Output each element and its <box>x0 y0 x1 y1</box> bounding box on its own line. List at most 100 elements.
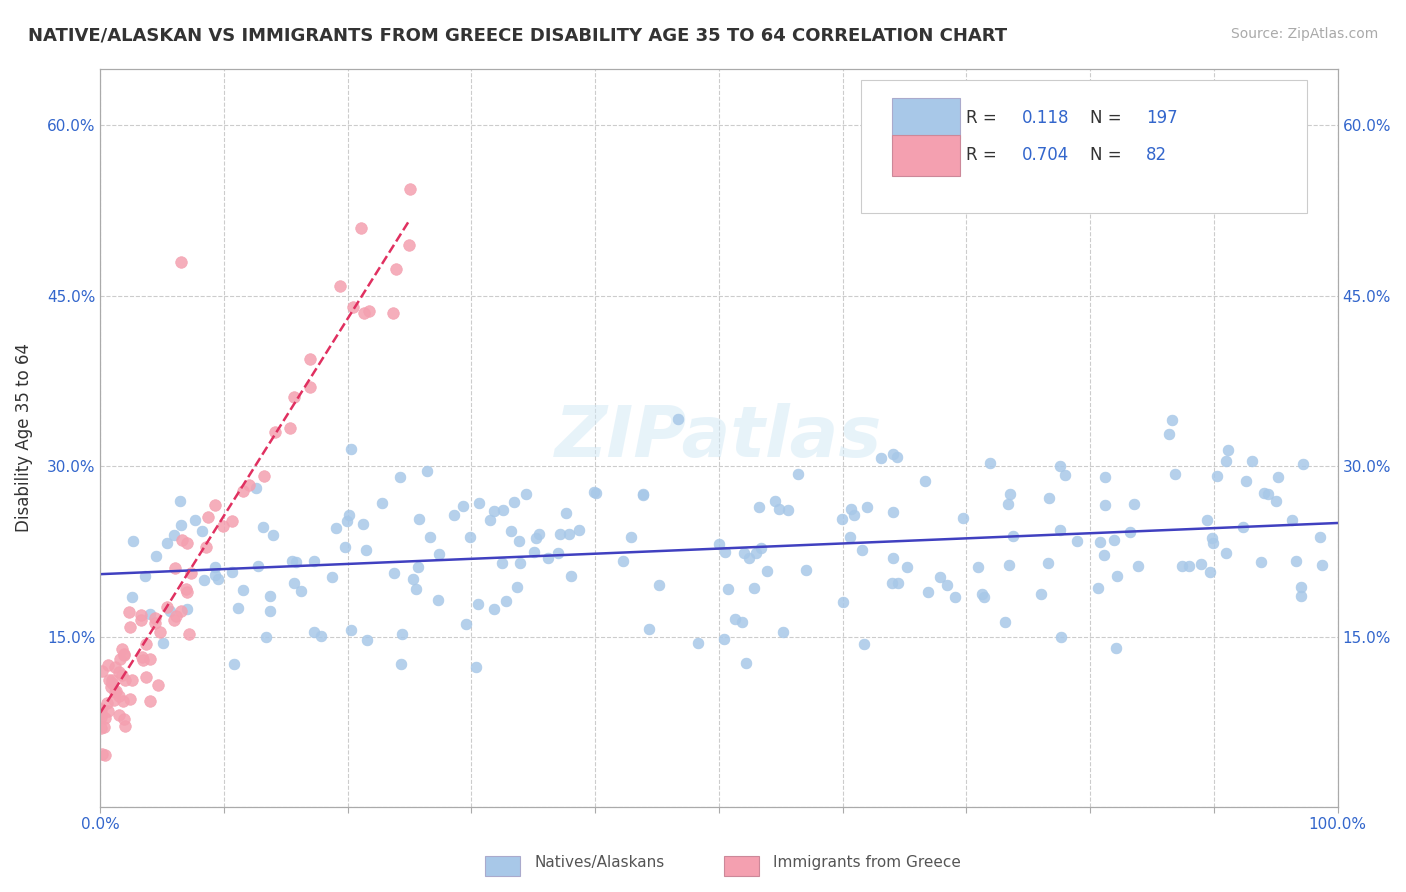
Point <box>882 447 904 461</box>
Point <box>568 523 591 537</box>
Point <box>111 694 134 708</box>
Point <box>1092 548 1115 562</box>
Point <box>111 668 134 682</box>
Point <box>443 508 465 523</box>
Point <box>388 470 411 484</box>
Text: 0.118: 0.118 <box>1022 109 1070 127</box>
Point <box>733 545 755 559</box>
Point <box>391 626 413 640</box>
Point <box>221 565 243 579</box>
Point <box>735 656 758 670</box>
Point <box>794 564 817 578</box>
Point <box>1197 513 1219 527</box>
Point <box>176 536 198 550</box>
Point <box>842 508 865 522</box>
Point <box>582 484 605 499</box>
Point <box>427 547 450 561</box>
Point <box>1053 468 1076 483</box>
Point <box>547 546 569 560</box>
Point <box>451 499 474 513</box>
Point <box>114 718 136 732</box>
Point <box>686 636 709 650</box>
Point <box>612 554 634 568</box>
Point <box>979 456 1001 470</box>
Point <box>952 510 974 524</box>
Point <box>129 614 152 628</box>
Point <box>1157 427 1180 442</box>
Point <box>93 711 115 725</box>
Point <box>384 261 406 276</box>
Point <box>491 557 513 571</box>
Point <box>98 673 121 687</box>
Point <box>180 566 202 580</box>
Point <box>93 720 115 734</box>
Point <box>197 510 219 524</box>
Point <box>169 494 191 508</box>
Point <box>179 627 201 641</box>
Point <box>284 555 307 569</box>
Point <box>1289 589 1312 603</box>
Point <box>143 615 166 630</box>
Point <box>869 450 891 465</box>
Point <box>118 605 141 619</box>
Point <box>1189 557 1212 571</box>
Point <box>232 483 254 498</box>
Point <box>853 637 876 651</box>
Point <box>419 530 441 544</box>
Point <box>1253 486 1275 500</box>
Point <box>524 531 547 545</box>
Point <box>1094 498 1116 512</box>
Point <box>101 675 124 690</box>
Point <box>224 657 246 672</box>
Point <box>772 624 794 639</box>
Point <box>118 692 141 706</box>
Point <box>742 581 765 595</box>
Point <box>112 648 135 662</box>
Point <box>302 625 325 640</box>
Point <box>484 504 506 518</box>
Point <box>1250 555 1272 569</box>
Point <box>882 505 904 519</box>
Point <box>966 559 988 574</box>
Point <box>398 182 420 196</box>
Point <box>408 512 430 526</box>
Point <box>112 712 135 726</box>
Point <box>666 411 689 425</box>
Point <box>145 549 167 563</box>
Point <box>1281 513 1303 527</box>
Point <box>184 513 207 527</box>
Point <box>104 685 127 699</box>
Point <box>176 601 198 615</box>
Point <box>131 650 153 665</box>
Point <box>349 221 371 235</box>
Point <box>631 487 654 501</box>
Point <box>281 553 304 567</box>
Point <box>1088 534 1111 549</box>
Point <box>763 493 786 508</box>
Point <box>537 551 560 566</box>
Point <box>998 487 1021 501</box>
Point <box>1202 536 1225 550</box>
Point <box>406 560 429 574</box>
Point <box>335 541 357 555</box>
Point <box>1038 491 1060 505</box>
Text: Immigrants from Greece: Immigrants from Greece <box>773 855 962 870</box>
Point <box>114 673 136 688</box>
Point <box>278 421 301 435</box>
Point <box>1215 454 1237 468</box>
Point <box>170 533 193 547</box>
Point <box>354 543 377 558</box>
Point <box>467 597 489 611</box>
Point <box>1310 558 1333 572</box>
Point <box>776 503 799 517</box>
Point <box>506 580 529 594</box>
Point <box>478 513 501 527</box>
Point <box>886 450 908 464</box>
Point <box>713 632 735 647</box>
Point <box>465 660 488 674</box>
Point <box>997 497 1019 511</box>
Text: N =: N = <box>1090 146 1128 164</box>
FancyBboxPatch shape <box>862 79 1306 212</box>
Point <box>994 615 1017 629</box>
Point <box>492 503 515 517</box>
